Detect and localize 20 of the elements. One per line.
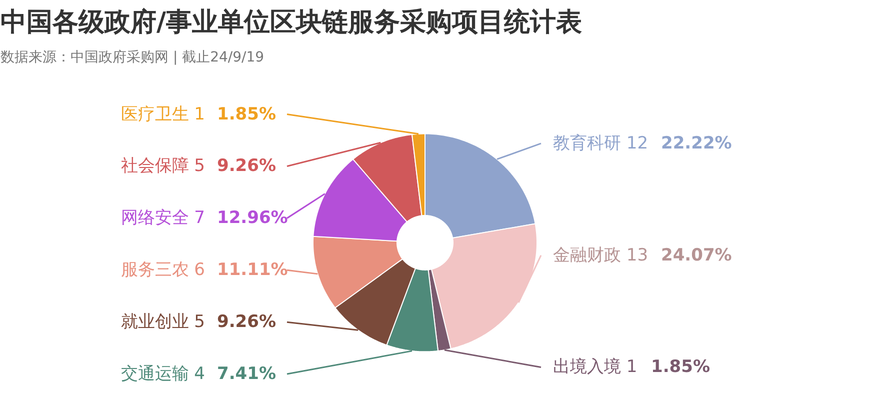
slice-label: 教育科研 12 — [553, 133, 648, 154]
chart-title: 中国各级政府/事业单位区块链服务采购项目统计表 — [0, 8, 582, 38]
slice-label: 服务三农 6 — [120, 260, 206, 280]
data-label: 24.07% — [661, 245, 732, 266]
data-label: 11.11% — [217, 260, 288, 280]
data-label: 22.22% — [661, 133, 732, 154]
data-label: 1.85% — [217, 104, 276, 124]
slice-label: 就业创业 5 — [120, 312, 206, 332]
data-label: 9.26% — [217, 156, 276, 176]
data-label: 9.26% — [217, 312, 276, 332]
slice-label: 社会保障 5 — [120, 156, 206, 176]
slice-label: 医疗卫生 1 — [120, 104, 206, 124]
data-label: 1.85% — [651, 357, 710, 378]
slice-label: 网络安全 7 — [120, 208, 206, 228]
slice-label: 交通运输 4 — [120, 364, 206, 384]
slice-label: 金融财政 13 — [553, 245, 648, 266]
chart-subtitle: 数据来源：中国政府采购网 | 截止24/9/19 — [0, 50, 264, 66]
slice-label: 出境入境 1 — [553, 357, 638, 378]
data-label: 7.41% — [217, 364, 276, 384]
data-label: 12.96% — [217, 208, 288, 228]
